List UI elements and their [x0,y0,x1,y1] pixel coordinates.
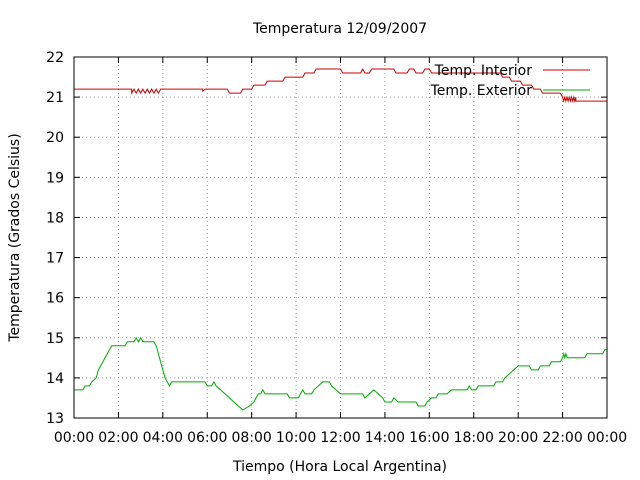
x-tick-label: 14:00 [365,430,405,446]
y-tick-label: 15 [46,331,64,347]
x-tick-label: 04:00 [143,430,183,446]
y-tick-label: 18 [46,210,64,226]
y-tick-label: 21 [46,90,64,106]
y-tick-label: 22 [46,50,64,66]
y-tick-label: 20 [46,130,64,146]
y-tick-label: 13 [46,411,64,427]
x-tick-label: 06:00 [187,430,227,446]
series-line-interior [74,67,607,103]
y-tick-label: 14 [46,371,64,387]
x-tick-label: 10:00 [276,430,316,446]
x-tick-label: 00:00 [54,430,94,446]
y-tick-label: 16 [46,291,64,307]
series-line-exterior [74,336,607,411]
x-tick-label: 16:00 [409,430,449,446]
y-tick-label: 17 [46,251,64,267]
grid-lines [74,57,607,418]
x-axis-label: Tiempo (Hora Local Argentina) [232,459,447,475]
x-tick-label: 12:00 [320,430,360,446]
legend-label: Temp. Interior [434,63,533,79]
legend: Temp. Interior Temp. Exterior [430,63,590,99]
chart-title: Temperatura 12/09/2007 [252,21,427,37]
x-tick-label: 20:00 [498,430,538,446]
x-tick-label: 08:00 [231,430,271,446]
y-tick-label: 19 [46,170,64,186]
axis-ticks: 00:00 02:00 04:00 06:00 08:00 10:00 12:00 14:00… [46,50,627,446]
y-axis-label: Temperatura (Grados Celsius) [7,133,23,342]
x-tick-label: 00:00 [587,430,627,446]
legend-label: Temp. Exterior [430,83,533,99]
x-tick-label: 22:00 [542,430,582,446]
x-tick-label: 02:00 [98,430,138,446]
x-tick-label: 18:00 [454,430,494,446]
series-lines [74,67,607,411]
